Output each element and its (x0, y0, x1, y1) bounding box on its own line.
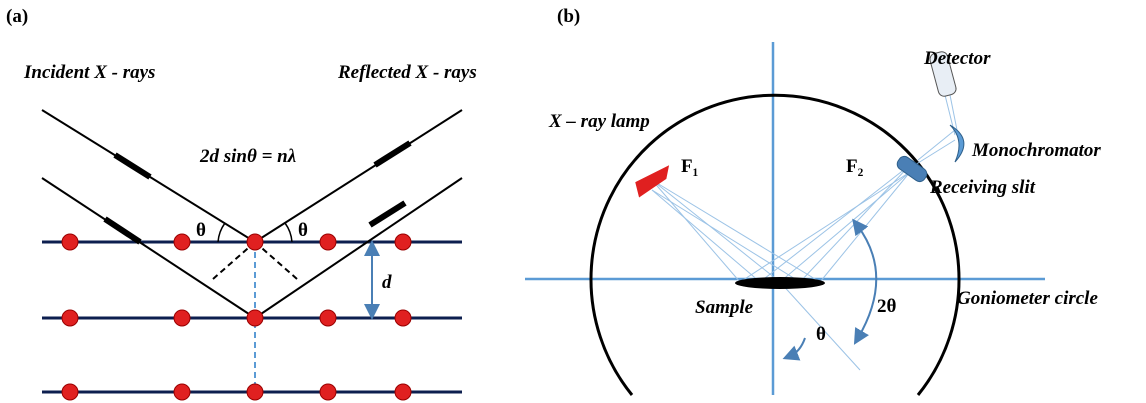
theta-label: θ (196, 220, 206, 241)
panel-b: (b) X – ray lamp F₁ F₂ Detector Monochro… (525, 6, 1101, 395)
monochromator (950, 125, 964, 162)
lamp-label: X – ray lamp (548, 111, 650, 132)
two-theta-label: 2θ (877, 296, 897, 317)
rays (42, 110, 462, 318)
incident-label: Incident X - rays (23, 62, 155, 83)
sample (735, 277, 825, 289)
figure: (a) Incident X - rays Reflected X - rays… (0, 0, 1146, 403)
theta-label: θ (298, 220, 308, 241)
panel-a: (a) Incident X - rays Reflected X - rays… (6, 6, 477, 400)
panel-label: (a) (6, 6, 28, 27)
slit-label: Receiving slit (929, 177, 1036, 198)
sample-label: Sample (695, 297, 754, 318)
angle-arc (218, 223, 225, 242)
detector-label: Detector (923, 48, 991, 69)
focus-label: F₁ (681, 156, 698, 177)
spacing-label: d (382, 272, 392, 293)
monochromator-label: Monochromator (971, 140, 1101, 161)
reflected-label: Reflected X - rays (337, 62, 477, 83)
angle-arc (285, 223, 292, 242)
focus-label: F₂ (846, 156, 864, 177)
equation: 2d sinθ = nλ (199, 146, 296, 167)
theta-label: θ (816, 324, 826, 345)
theta-arc (790, 338, 805, 356)
panel-label: (b) (557, 6, 580, 27)
beam-rays (652, 95, 960, 370)
two-theta-arc (857, 225, 876, 338)
goniometer-label: Goniometer circle (957, 288, 1098, 309)
lamp (637, 168, 667, 195)
goniometer-circle (591, 95, 959, 395)
